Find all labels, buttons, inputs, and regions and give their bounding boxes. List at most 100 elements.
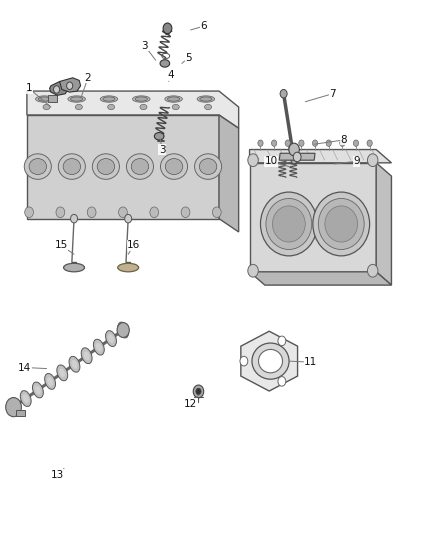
Ellipse shape: [258, 350, 283, 373]
Ellipse shape: [106, 330, 117, 346]
Ellipse shape: [75, 104, 82, 110]
Ellipse shape: [71, 360, 78, 369]
Circle shape: [353, 140, 359, 147]
Circle shape: [248, 264, 258, 277]
Ellipse shape: [68, 96, 85, 102]
Ellipse shape: [20, 391, 31, 407]
Circle shape: [25, 207, 33, 217]
Circle shape: [289, 143, 299, 156]
Ellipse shape: [63, 159, 81, 174]
Text: 15: 15: [54, 240, 74, 254]
Ellipse shape: [154, 133, 164, 140]
Circle shape: [326, 140, 331, 147]
Ellipse shape: [252, 343, 289, 379]
Text: 5: 5: [182, 53, 192, 63]
Text: 16: 16: [127, 240, 141, 254]
Ellipse shape: [23, 394, 29, 403]
Text: 3: 3: [159, 139, 166, 155]
Text: 11: 11: [289, 357, 317, 367]
Text: 3: 3: [141, 41, 155, 60]
Text: 12: 12: [184, 395, 198, 409]
Ellipse shape: [135, 97, 148, 101]
Circle shape: [280, 90, 287, 98]
Ellipse shape: [35, 385, 41, 394]
Polygon shape: [27, 115, 219, 219]
Circle shape: [367, 154, 378, 166]
Ellipse shape: [131, 159, 149, 174]
Ellipse shape: [35, 96, 53, 102]
Ellipse shape: [118, 263, 139, 272]
Text: 7: 7: [305, 88, 336, 102]
Circle shape: [278, 336, 286, 346]
Text: 14: 14: [18, 362, 46, 373]
Ellipse shape: [200, 97, 212, 101]
Ellipse shape: [47, 377, 53, 386]
Circle shape: [212, 207, 221, 217]
Circle shape: [291, 157, 297, 164]
Circle shape: [196, 388, 201, 394]
Ellipse shape: [160, 60, 170, 67]
Polygon shape: [48, 95, 57, 102]
Polygon shape: [60, 78, 81, 92]
Ellipse shape: [69, 357, 80, 372]
Circle shape: [117, 322, 129, 337]
Ellipse shape: [38, 97, 50, 101]
Ellipse shape: [32, 382, 43, 398]
Circle shape: [181, 207, 190, 217]
Ellipse shape: [266, 198, 312, 249]
Polygon shape: [219, 115, 239, 232]
Polygon shape: [279, 154, 315, 160]
Ellipse shape: [59, 368, 65, 377]
Text: 8: 8: [314, 135, 347, 145]
Circle shape: [248, 154, 258, 166]
Circle shape: [67, 82, 73, 90]
Ellipse shape: [140, 104, 147, 110]
Ellipse shape: [127, 154, 153, 179]
Ellipse shape: [71, 97, 83, 101]
Ellipse shape: [165, 96, 182, 102]
Polygon shape: [250, 150, 392, 163]
Ellipse shape: [165, 159, 183, 174]
Ellipse shape: [92, 154, 120, 179]
Circle shape: [87, 207, 96, 217]
Text: 6: 6: [191, 21, 207, 31]
Ellipse shape: [57, 365, 68, 381]
Text: 9: 9: [335, 156, 360, 166]
Ellipse shape: [313, 192, 370, 256]
Ellipse shape: [197, 96, 215, 102]
Circle shape: [312, 140, 318, 147]
Circle shape: [240, 357, 248, 366]
Circle shape: [340, 140, 345, 147]
Ellipse shape: [103, 97, 115, 101]
Polygon shape: [250, 272, 392, 285]
Ellipse shape: [58, 154, 85, 179]
Bar: [16, 410, 25, 416]
Ellipse shape: [29, 159, 46, 174]
Ellipse shape: [160, 154, 187, 179]
Ellipse shape: [24, 154, 51, 179]
Circle shape: [53, 86, 60, 93]
Circle shape: [258, 140, 263, 147]
Ellipse shape: [325, 206, 357, 242]
Ellipse shape: [272, 206, 305, 242]
Circle shape: [163, 23, 172, 34]
Ellipse shape: [100, 96, 118, 102]
Text: 2: 2: [81, 73, 92, 96]
Circle shape: [119, 207, 127, 217]
Text: 1: 1: [26, 83, 51, 107]
Circle shape: [367, 140, 372, 147]
Ellipse shape: [133, 96, 150, 102]
Polygon shape: [241, 331, 297, 391]
Circle shape: [285, 140, 290, 147]
Circle shape: [6, 398, 21, 417]
Circle shape: [299, 140, 304, 147]
Circle shape: [193, 385, 204, 398]
Ellipse shape: [318, 198, 364, 249]
Ellipse shape: [205, 104, 212, 110]
Ellipse shape: [120, 326, 126, 334]
Ellipse shape: [45, 374, 56, 389]
Polygon shape: [49, 82, 68, 95]
Text: 13: 13: [51, 469, 64, 480]
Ellipse shape: [43, 104, 50, 110]
Ellipse shape: [118, 322, 129, 338]
